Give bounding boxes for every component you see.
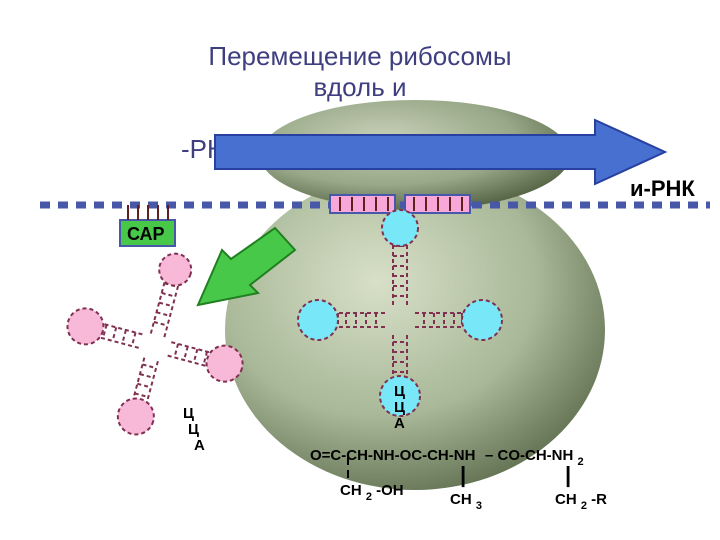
cap-label: САР <box>127 224 165 244</box>
mrna-strand <box>40 195 710 213</box>
mrna-label: и-РНК <box>630 176 695 201</box>
svg-text:СН 3: СН 3 <box>450 491 482 512</box>
svg-text:|: | <box>460 462 466 487</box>
svg-text:|: | <box>565 462 571 487</box>
svg-text:СН 2 -R: СН 2 -R <box>555 491 607 513</box>
diagram-svg: и-РНК САР Ц Ц А Ц Ц А О=С-СН-NH-OC-CH-NH… <box>0 0 720 540</box>
anticodon-pink: Ц Ц А <box>183 405 205 454</box>
svg-text:О=С-СН-NH-OC-CH-NH: О=С-СН-NH-OC-CH-NH <box>310 447 475 464</box>
